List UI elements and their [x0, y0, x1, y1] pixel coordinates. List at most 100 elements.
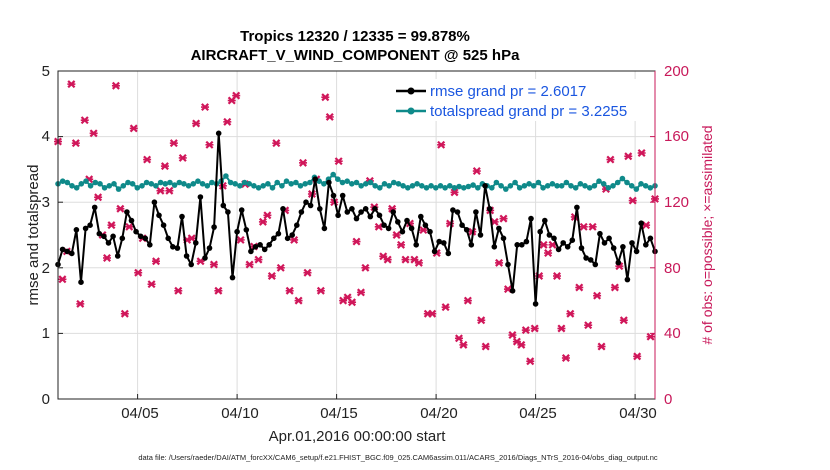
series-point [647, 185, 654, 191]
series-point [642, 183, 649, 189]
obs-marker [619, 316, 628, 325]
series-point [353, 179, 360, 186]
obs-marker [258, 217, 267, 226]
series-point [265, 181, 271, 187]
series-point [176, 179, 183, 186]
series-point [307, 179, 313, 186]
obs-marker [71, 139, 80, 148]
series-point [447, 183, 453, 189]
series-point [147, 242, 153, 248]
obs-marker [459, 340, 468, 349]
series-point [445, 250, 452, 257]
series-point [381, 181, 388, 187]
x-tick-label: 04/05 [121, 405, 159, 422]
obs-marker [94, 193, 103, 202]
obs-marker [392, 231, 401, 239]
series-point [326, 179, 332, 186]
series-point [465, 183, 472, 190]
obs-marker [232, 91, 241, 100]
obs-marker [624, 152, 633, 161]
series-point [275, 230, 282, 237]
obs-marker [477, 316, 486, 325]
obs-marker [588, 222, 597, 231]
y-axis-label: rmse and totalspread [25, 165, 42, 306]
series-point [454, 209, 461, 215]
series-point [596, 178, 602, 184]
series-point [521, 183, 528, 189]
obs-marker [205, 140, 214, 149]
series-point [199, 181, 206, 187]
series-point [436, 238, 443, 245]
legend-label-rmse: rmse grand pr = 2.6017 [430, 83, 586, 100]
obs-marker [584, 321, 593, 330]
obs-marker [544, 249, 553, 258]
series-point [376, 212, 383, 219]
series-point [171, 182, 178, 188]
series-point [83, 178, 89, 184]
series-point [64, 248, 70, 255]
series-point [139, 183, 145, 189]
series-point [330, 192, 337, 199]
obs-marker [111, 81, 120, 90]
series-point [157, 179, 164, 186]
series-point [399, 228, 406, 235]
series-point [381, 222, 387, 228]
y-tick-label: 1 [42, 325, 50, 342]
series-point [195, 178, 201, 184]
series-point [390, 209, 397, 215]
series-point [549, 181, 556, 187]
obs-marker [437, 140, 446, 149]
series-point [586, 185, 593, 191]
series-point [414, 181, 420, 187]
series-point [202, 255, 208, 261]
series-point [137, 233, 144, 240]
obs-marker [143, 155, 152, 164]
series-point [643, 242, 649, 248]
series-point [638, 220, 644, 226]
obs-marker [579, 222, 588, 231]
series-point [358, 209, 364, 215]
obs-marker [156, 186, 165, 195]
obs-marker [89, 129, 98, 138]
obs-marker [267, 272, 276, 280]
series-point [251, 183, 257, 189]
series-point [335, 212, 341, 219]
series-point [620, 244, 626, 250]
series-point [503, 186, 509, 192]
series-point [519, 242, 525, 248]
series-point [87, 222, 93, 228]
series-point [59, 246, 66, 253]
obs-marker [316, 286, 325, 295]
series-point [69, 250, 75, 257]
series-point [546, 232, 553, 238]
obs-marker [454, 334, 463, 343]
series-point [119, 235, 126, 242]
series-lines [55, 130, 658, 307]
x-tick-label: 04/10 [221, 405, 259, 422]
series-point [587, 257, 594, 263]
series-point [512, 179, 518, 186]
obs-marker [557, 324, 566, 333]
series-point [437, 183, 444, 189]
series-point [597, 230, 603, 237]
obs-marker [548, 240, 557, 249]
obs-marker [209, 260, 218, 269]
obs-marker [272, 139, 281, 148]
obs-marker [174, 286, 183, 295]
series-point [505, 261, 511, 268]
series-point [156, 212, 162, 219]
series-point [610, 183, 616, 189]
obs-marker [414, 258, 423, 267]
y-right-tick-label: 120 [664, 194, 689, 211]
series-point [167, 179, 173, 186]
series-point [111, 181, 117, 187]
series-point [59, 178, 66, 184]
series-point [321, 181, 327, 187]
obs-marker [481, 342, 490, 351]
series-point [353, 215, 360, 222]
series-point [91, 204, 98, 211]
series-point [498, 183, 504, 189]
series-point [619, 175, 626, 182]
series-point [183, 253, 190, 259]
